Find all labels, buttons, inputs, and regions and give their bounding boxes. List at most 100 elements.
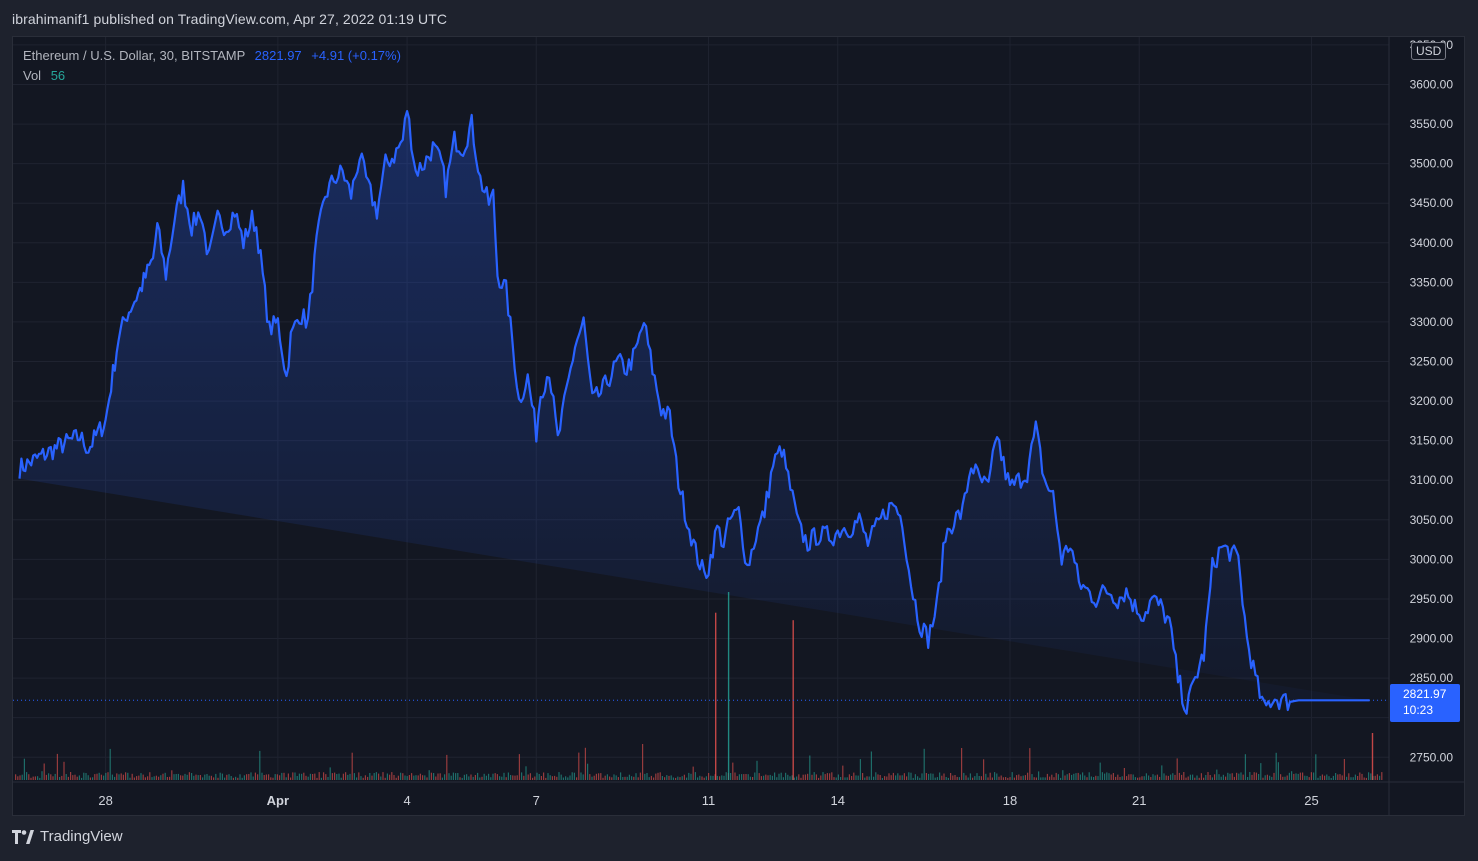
y-tick-label: 2900.00 (1410, 632, 1454, 646)
volume-bar (1321, 774, 1323, 780)
x-tick-label: 25 (1304, 793, 1318, 808)
volume-bar (358, 772, 360, 780)
volume-bar (1328, 776, 1330, 780)
volume-bar (912, 777, 914, 780)
volume-bar (1119, 777, 1121, 780)
volume-bar (567, 777, 569, 780)
volume-bar (1062, 770, 1064, 780)
volume-bar (824, 774, 826, 780)
volume-bar (1093, 777, 1095, 780)
volume-bar (1308, 777, 1310, 780)
volume-bar (648, 777, 650, 780)
volume-bar (873, 776, 875, 780)
volume-bar (1266, 774, 1268, 780)
volume-bar (342, 773, 344, 780)
volume-bar (52, 776, 54, 780)
volume-bar (820, 775, 822, 780)
volume-bar (1284, 776, 1286, 780)
volume-bar (1049, 776, 1051, 780)
volume-bar (969, 773, 971, 780)
volume-bar (386, 773, 388, 780)
volume-bar (1357, 776, 1359, 780)
volume-label[interactable]: Vol (23, 68, 42, 83)
volume-bar (204, 774, 206, 780)
volume-bar (1332, 775, 1334, 780)
volume-bar (1200, 773, 1202, 780)
volume-bar (221, 773, 223, 780)
volume-bar (908, 772, 910, 780)
volume-bar (954, 775, 956, 780)
volume-bar (448, 773, 450, 780)
volume-bar (886, 776, 888, 780)
volume-bar (1255, 772, 1257, 780)
currency-button[interactable]: USD (1411, 42, 1447, 60)
volume-bar (21, 774, 23, 780)
volume-bar (809, 755, 811, 780)
x-tick-label: 28 (98, 793, 112, 808)
volume-bar (859, 759, 861, 780)
volume-bar (474, 775, 476, 780)
volume-bar (50, 774, 52, 780)
volume-bar (668, 775, 670, 780)
volume-bar (133, 777, 135, 780)
volume-bar (1029, 748, 1031, 780)
volume-bar (736, 776, 738, 780)
volume-bar (653, 777, 655, 780)
brand-name[interactable]: TradingView (40, 828, 123, 845)
volume-bar (1002, 777, 1004, 780)
volume-bar (371, 775, 373, 780)
volume-bar (540, 776, 542, 780)
volume-bar (655, 773, 657, 780)
volume-bar (1068, 773, 1070, 780)
volume-bar (639, 772, 641, 780)
symbol-label[interactable]: Ethereum / U.S. Dollar, 30, BITSTAMP (23, 48, 246, 63)
volume-bar (1024, 775, 1026, 780)
volume-bar (527, 774, 529, 780)
volume-bar (543, 772, 545, 780)
volume-bar (1148, 775, 1150, 780)
volume-bar (686, 777, 688, 780)
volume-bar (1244, 754, 1246, 780)
volume-bar (1075, 773, 1077, 780)
volume-bar (96, 773, 98, 780)
price-area (19, 111, 1370, 714)
volume-bar (1225, 776, 1227, 780)
volume-bar (1275, 752, 1277, 780)
volume-bar (719, 776, 721, 780)
y-tick-label: 3550.00 (1410, 117, 1454, 131)
volume-bar (569, 775, 571, 780)
volume-bar (1031, 774, 1033, 780)
volume-bar (626, 776, 628, 780)
volume-bar (34, 776, 36, 780)
volume-bar (411, 773, 413, 780)
x-tick-label: 21 (1132, 793, 1146, 808)
volume-bar (545, 777, 547, 780)
volume-bar (305, 775, 307, 780)
volume-bar (844, 777, 846, 780)
volume-bar (855, 775, 857, 780)
volume-bar (241, 777, 243, 780)
volume-bar (699, 775, 701, 780)
volume-bar (593, 775, 595, 780)
volume-bar (1277, 762, 1279, 780)
volume-bar (125, 772, 127, 780)
volume-bar (914, 774, 916, 780)
volume-bar (1207, 772, 1209, 780)
y-tick-label: 2850.00 (1410, 671, 1454, 685)
volume-bar (591, 776, 593, 780)
volume-bar (723, 775, 725, 780)
volume-bar (1163, 773, 1165, 780)
volume-bar (314, 773, 316, 780)
volume-bar (941, 775, 943, 780)
volume-bar (1060, 777, 1062, 780)
volume-bar (683, 774, 685, 780)
volume-bar (349, 773, 351, 780)
y-tick-label: 3450.00 (1410, 196, 1454, 210)
volume-bar (1066, 774, 1068, 780)
volume-bar (1064, 775, 1066, 780)
volume-bar (393, 775, 395, 780)
volume-bar (785, 772, 787, 780)
volume-bar (899, 775, 901, 780)
volume-bar (1174, 774, 1176, 780)
